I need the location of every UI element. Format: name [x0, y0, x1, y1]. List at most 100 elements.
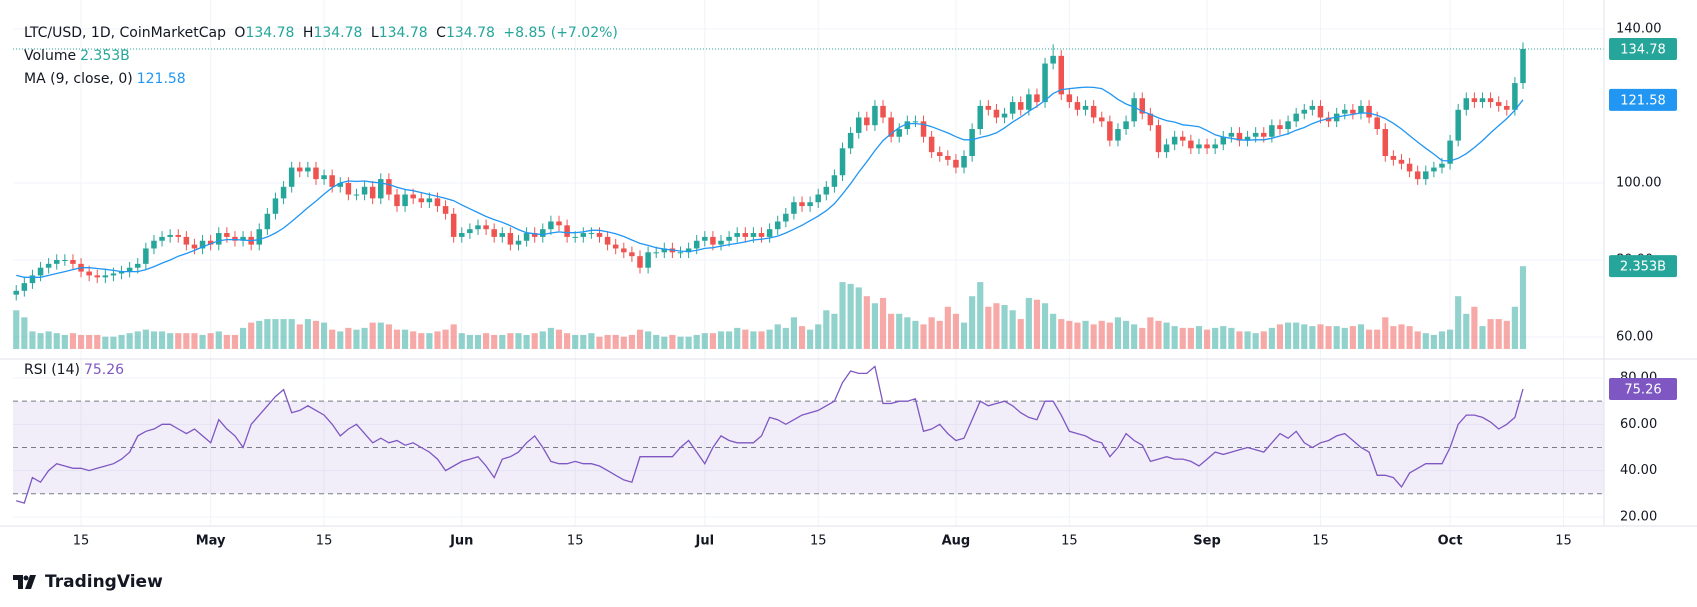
volume-bar: [1163, 322, 1170, 349]
rsi-legend: RSI (14) 75.26: [24, 361, 128, 379]
candle-body: [1066, 94, 1073, 103]
candle-body: [1131, 98, 1137, 122]
volume-bar: [77, 334, 85, 349]
volume-bar: [158, 331, 166, 349]
volume-bar: [361, 327, 368, 349]
x-tick-label: Oct: [1438, 534, 1463, 549]
candle-body: [1277, 125, 1283, 130]
candle-body: [661, 248, 668, 253]
ohlc-value: 134.78: [313, 25, 363, 41]
value-tag-label: 2.353B: [1620, 260, 1666, 275]
candle-body: [629, 252, 635, 257]
volume-bar: [1309, 326, 1316, 349]
volume-bar: [960, 322, 968, 349]
candle-body: [1463, 98, 1470, 110]
candle-body: [1504, 105, 1510, 110]
volume-bar: [175, 333, 182, 349]
volume-bar: [952, 313, 960, 349]
volume-bar: [434, 331, 441, 349]
volume-bar: [13, 310, 20, 349]
volume-bar: [410, 331, 417, 349]
volume-bar: [1252, 333, 1259, 349]
rsi-tick-label: 20.00: [1620, 509, 1657, 524]
volume-bar: [896, 313, 903, 349]
volume-bar: [450, 324, 457, 349]
volume-bar: [1325, 326, 1332, 349]
candle-body: [791, 202, 797, 214]
legend-name: MA (9, close, 0): [24, 71, 133, 87]
candle-body: [766, 229, 773, 237]
candle-body: [167, 234, 173, 237]
volume-bar: [1268, 327, 1275, 349]
change: +8.85 (+7.02%): [503, 25, 618, 41]
candle-body: [604, 236, 611, 245]
volume-bar: [1447, 329, 1454, 349]
candle-body: [1423, 171, 1429, 180]
candle-body: [1406, 163, 1413, 172]
volume-bar: [1041, 303, 1049, 349]
volume-bar: [985, 306, 992, 349]
volume-bar: [588, 333, 595, 349]
volume-bar: [94, 334, 101, 349]
volume-bar: [1009, 310, 1016, 349]
candle-body: [993, 109, 1000, 118]
volume-bar: [831, 313, 838, 349]
volume-bar: [1301, 324, 1308, 349]
volume-bar: [1333, 326, 1340, 349]
x-tick-label: Jun: [449, 534, 473, 549]
candle-body: [596, 233, 603, 237]
candle-body: [426, 198, 433, 203]
volume-bar: [1195, 326, 1203, 349]
candle-body: [1244, 136, 1251, 141]
candle-body: [1204, 144, 1210, 149]
volume-bar: [126, 333, 133, 349]
volume-bar: [1203, 329, 1211, 349]
candle-body: [418, 198, 425, 203]
rsi-line: [16, 365, 1524, 504]
volume-bar: [329, 329, 336, 349]
candle-body: [945, 156, 951, 160]
volume-bar: [167, 333, 174, 349]
volume-bar: [693, 334, 700, 349]
x-tick-label: 15: [1312, 534, 1329, 549]
candle-body: [126, 267, 133, 272]
volume-bar: [879, 297, 887, 349]
volume-bar: [491, 334, 498, 349]
x-tick-label: 15: [73, 534, 90, 549]
volume-bar: [499, 334, 506, 349]
ma-line: [16, 86, 1524, 278]
volume-bar: [742, 329, 749, 349]
candle-body: [394, 194, 400, 207]
candle-body: [1447, 140, 1453, 164]
volume-bar: [596, 336, 603, 349]
candle-body: [920, 121, 927, 137]
candle-body: [1042, 63, 1048, 103]
volume-bar: [1438, 331, 1446, 349]
volume-bar: [288, 319, 295, 349]
candle-body: [29, 275, 36, 284]
symbol: LTC/USD, 1D, CoinMarketCap: [24, 25, 226, 41]
volume-bar: [1187, 327, 1194, 349]
legend-value: 2.353B: [80, 48, 130, 64]
candle-body: [1309, 105, 1316, 110]
volume-bar: [256, 320, 263, 349]
volume-bar: [402, 329, 409, 349]
x-tick-label: 15: [1555, 534, 1572, 549]
volume-bar: [1025, 297, 1032, 349]
volume-bar: [1406, 326, 1413, 349]
ohlc-label: O: [234, 25, 246, 41]
volume-bar: [1171, 326, 1178, 349]
candle-body: [1001, 113, 1008, 118]
candle-body: [110, 273, 117, 276]
volume-bar: [645, 331, 652, 349]
candle-body: [1090, 105, 1097, 118]
candle-body: [175, 234, 182, 237]
candle-body: [1520, 48, 1526, 84]
candle-body: [410, 194, 416, 199]
volume-bar: [1293, 322, 1300, 349]
candle-body: [475, 225, 481, 230]
candle-body: [896, 129, 902, 137]
volume-bar: [839, 282, 846, 349]
volume-bar: [21, 317, 28, 349]
